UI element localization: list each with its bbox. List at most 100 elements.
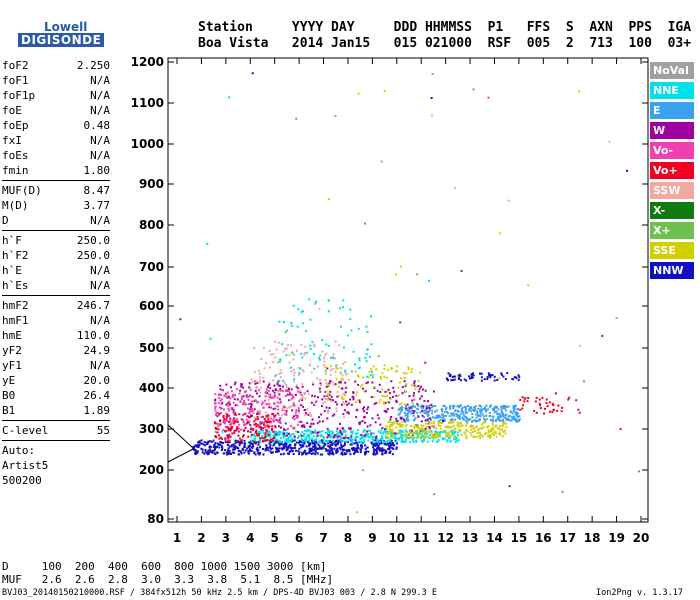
echo-point [292,415,295,418]
echo-point [452,375,455,378]
echo-point [518,415,521,418]
echo-point [258,433,261,436]
echo-point [276,396,279,399]
echo-point [194,448,197,451]
echo-point [219,384,222,387]
echo-point [448,431,451,434]
echo-point [407,366,410,369]
echo-point [228,400,231,403]
echo-point [487,372,490,375]
muf-distance-table: D 100 200 400 600 800 1000 1500 3000 [km… [2,560,333,586]
echo-point [431,409,434,412]
echo-point [340,452,343,455]
echo-point [462,411,465,414]
echo-point [303,409,306,412]
echo-point [420,429,423,432]
echo-point [391,436,394,439]
echo-point [416,411,419,414]
y-tick-label: 900 [139,177,164,191]
echo-point [224,393,227,396]
echo-point [257,432,260,435]
footer-info: BVJ03_20140150210000.RSF / 384fx512h 50 … [2,588,437,598]
echo-point [302,322,305,325]
echo-point [370,343,373,346]
echo-point [420,433,423,436]
echo-point [342,431,345,434]
echo-point [408,395,411,398]
legend-item-e: E [650,102,694,119]
echo-point [478,431,481,434]
echo-point [331,430,334,433]
echo-point [293,418,296,421]
echo-point [314,444,317,447]
echo-point [278,444,281,447]
echo-point [281,432,284,435]
echo-point [279,369,282,372]
echo-point [231,393,234,396]
echo-point [229,429,232,432]
echo-point [489,404,492,407]
echo-point [426,426,429,429]
echo-point [481,435,484,438]
echo-point [481,413,484,416]
noise-point [413,398,416,401]
echo-point [315,446,318,449]
echo-point [221,389,224,392]
echo-point [226,426,229,429]
echo-point [504,409,507,412]
echo-point [350,434,353,437]
echo-point [401,434,404,437]
echo-point [232,401,235,404]
echo-point [410,384,413,387]
echo-point [236,388,239,391]
echo-point [451,420,454,423]
echo-point [327,384,330,387]
echo-point [388,430,391,433]
echo-point [240,428,243,431]
echo-point [256,410,259,413]
echo-point [325,449,328,452]
echo-point [296,423,299,426]
echo-point [367,406,370,409]
echo-point [428,425,431,428]
echo-point [304,412,307,415]
echo-point [419,433,422,436]
echo-point [400,425,403,428]
echo-point [228,433,231,436]
echo-point [398,381,401,384]
echo-point [404,433,407,436]
echo-point [331,367,334,370]
muf-row: MUF 2.6 2.6 2.8 3.0 3.3 3.8 5.1 8.5 [MHz… [2,573,334,586]
echo-point [268,439,271,442]
echo-point [416,403,419,406]
echo-point [217,443,220,446]
noise-point [460,269,463,272]
echo-point [335,364,338,367]
echo-point [333,435,336,438]
echo-point [466,417,469,420]
echo-point [292,304,295,307]
echo-point [231,448,234,451]
echo-point [286,432,289,435]
param-value: 2.250 [76,59,110,72]
echo-point [390,367,393,370]
echo-point [308,298,311,301]
noise-point [507,199,510,202]
echo-point [312,452,315,455]
echo-point [420,420,423,423]
noise-point [399,321,402,324]
echo-point [247,403,250,406]
echo-point [500,428,503,431]
echo-point [506,372,509,375]
echo-point [323,360,326,363]
echo-point [230,421,233,424]
echo-point [405,418,408,421]
x-tick-label: 15 [511,531,528,545]
echo-point [399,423,402,426]
echo-point [226,419,229,422]
echo-point [311,431,314,434]
echo-point [215,413,218,416]
echo-point [325,406,328,409]
echo-point [417,408,420,411]
echo-point [428,404,431,407]
